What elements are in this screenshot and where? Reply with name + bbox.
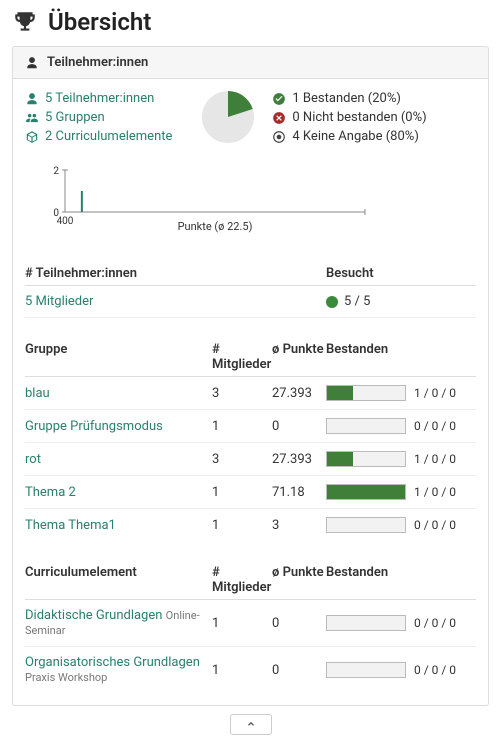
passed-cell: 0 / 0 / 0	[326, 517, 476, 533]
chevron-up-icon	[245, 719, 257, 729]
passed-cell: 0 / 0 / 0	[326, 615, 476, 631]
passed-cell: 0 / 0 / 0	[326, 418, 476, 434]
row-link[interactable]: Gruppe Prüfungsmodus	[25, 419, 163, 434]
person-icon	[25, 56, 39, 70]
table-row: blau 327.393 1 / 0 / 0	[25, 377, 476, 410]
pie-chart	[182, 91, 254, 147]
visited-cell: 5 / 5	[326, 294, 476, 309]
page-title: Übersicht	[12, 8, 489, 36]
panel-header: Teilnehmer:innen	[13, 47, 488, 79]
ratio-text: 1 / 0 / 0	[414, 485, 456, 499]
members-cell: 1	[212, 485, 272, 500]
points-cell: 71.18	[272, 485, 326, 500]
status-passed: 1 Bestanden (20%)	[272, 91, 476, 106]
members-cell: 1	[212, 663, 272, 678]
passed-cell: 1 / 0 / 0	[326, 385, 476, 401]
table-row: Thema Thema1 13 0 / 0 / 0	[25, 509, 476, 541]
participants-panel: Teilnehmer:innen 5 Teilnehmer:innen 5 Gr…	[12, 46, 489, 706]
stat-curriculum[interactable]: 2 Curriculumelemente	[25, 129, 172, 144]
progress-bar	[326, 615, 406, 631]
collapse-button[interactable]	[230, 714, 272, 735]
ratio-text: 1 / 0 / 0	[414, 386, 456, 400]
points-cell: 0	[272, 616, 326, 631]
members-cell: 1	[212, 518, 272, 533]
table-row: Thema 2 171.18 1 / 0 / 0	[25, 476, 476, 509]
histogram: 02400Punkte (ø 22.5)	[25, 156, 476, 242]
row-link[interactable]: Organisatorisches Grundlagen	[25, 655, 200, 670]
svg-text:2: 2	[53, 166, 59, 177]
table-row: Gruppe Prüfungsmodus 10 0 / 0 / 0	[25, 410, 476, 443]
people-icon	[25, 111, 39, 125]
svg-text:Punkte (ø 22.5): Punkte (ø 22.5)	[178, 220, 253, 233]
points-cell: 27.393	[272, 386, 326, 401]
participants-row: 5 Mitglieder 5 / 5	[25, 286, 476, 318]
person-icon	[25, 92, 39, 106]
status-dot-icon	[326, 296, 338, 308]
table-row: rot 327.393 1 / 0 / 0	[25, 443, 476, 476]
points-cell: 3	[272, 518, 326, 533]
points-cell: 0	[272, 419, 326, 434]
trophy-icon	[12, 9, 38, 35]
progress-bar	[326, 517, 406, 533]
participants-link[interactable]: 5 Mitglieder	[25, 294, 93, 309]
ratio-text: 0 / 0 / 0	[414, 663, 456, 677]
svg-text:400: 400	[57, 216, 74, 227]
check-circle-icon	[272, 92, 286, 106]
members-cell: 1	[212, 419, 272, 434]
stat-participants[interactable]: 5 Teilnehmer:innen	[25, 91, 172, 106]
dot-circle-icon	[272, 130, 286, 144]
status-failed: 0 Nicht bestanden (0%)	[272, 110, 476, 125]
row-link[interactable]: Thema 2	[25, 485, 76, 500]
progress-bar	[326, 385, 406, 401]
row-link[interactable]: Didaktische Grundlagen	[25, 608, 162, 623]
ratio-text: 1 / 0 / 0	[414, 452, 456, 466]
points-cell: 27.393	[272, 452, 326, 467]
passed-cell: 0 / 0 / 0	[326, 662, 476, 678]
curriculum-table-head: Curriculumelement # Mitglieder ø Punkte …	[25, 559, 476, 600]
row-link[interactable]: blau	[25, 386, 50, 401]
x-circle-icon	[272, 111, 286, 125]
members-cell: 1	[212, 616, 272, 631]
groups-table-head: Gruppe # Mitglieder ø Punkte Bestanden	[25, 336, 476, 377]
ratio-text: 0 / 0 / 0	[414, 518, 456, 532]
table-row: Organisatorisches Grundlagen Praxis Work…	[25, 647, 476, 693]
stat-groups[interactable]: 5 Gruppen	[25, 110, 172, 125]
points-cell: 0	[272, 663, 326, 678]
row-link[interactable]: rot	[25, 452, 41, 467]
progress-bar	[326, 662, 406, 678]
passed-cell: 1 / 0 / 0	[326, 451, 476, 467]
passed-cell: 1 / 0 / 0	[326, 484, 476, 500]
members-cell: 3	[212, 452, 272, 467]
cube-icon	[25, 130, 39, 144]
participants-table-head: # Teilnehmer:innen Besucht	[25, 260, 476, 286]
status-none: 4 Keine Angabe (80%)	[272, 129, 476, 144]
progress-bar	[326, 451, 406, 467]
row-subtitle: Praxis Workshop	[25, 671, 107, 684]
progress-bar	[326, 418, 406, 434]
table-row: Didaktische Grundlagen Online-Seminar100…	[25, 600, 476, 647]
ratio-text: 0 / 0 / 0	[414, 616, 456, 630]
progress-bar	[326, 484, 406, 500]
members-cell: 3	[212, 386, 272, 401]
stats-left: 5 Teilnehmer:innen 5 Gruppen 2 Curriculu…	[25, 91, 172, 148]
row-link[interactable]: Thema Thema1	[25, 518, 116, 533]
ratio-text: 0 / 0 / 0	[414, 419, 456, 433]
status-list: 1 Bestanden (20%) 0 Nicht bestanden (0%)…	[264, 91, 476, 148]
